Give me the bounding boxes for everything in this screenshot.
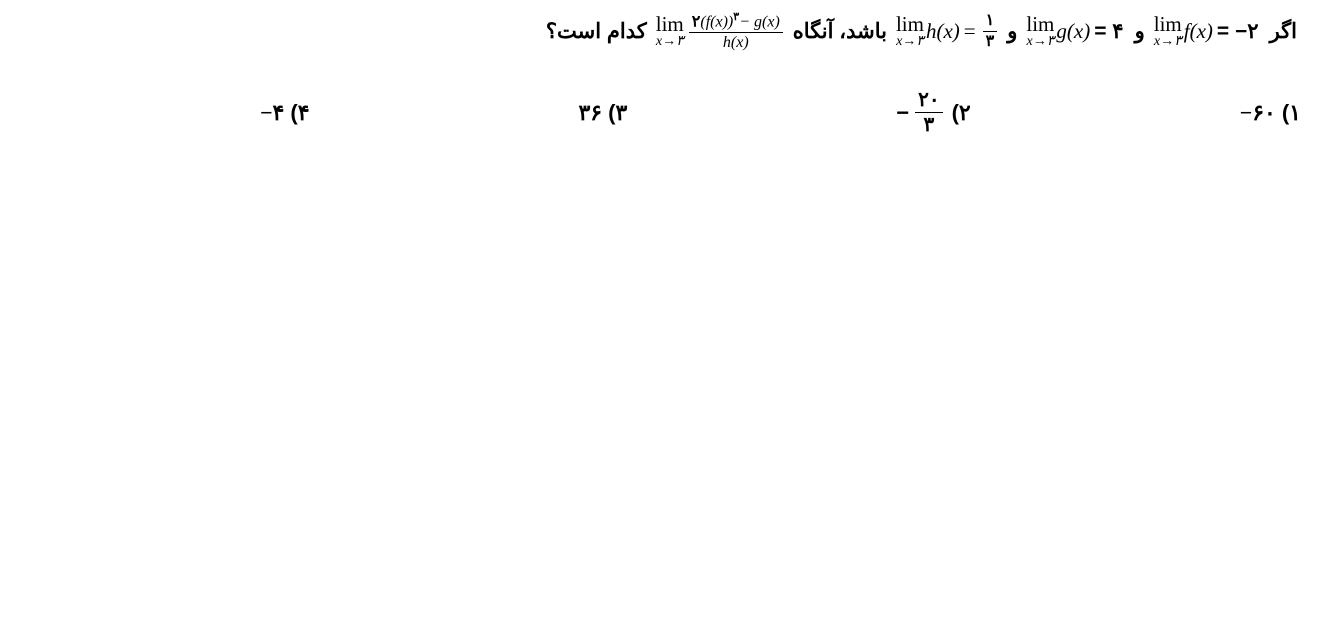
limit-h-frac-den: ۳ bbox=[983, 32, 998, 50]
lim-approach: x→۳ bbox=[1154, 35, 1182, 49]
limit-g-fn: g(x) bbox=[1056, 19, 1090, 44]
option-4: ۴) −۴ bbox=[260, 90, 310, 135]
lim-symbol-f: lim x→۳ bbox=[1154, 14, 1182, 49]
target-num-fx: (f(x)) bbox=[700, 13, 733, 30]
question-line: اگر lim x→۳ f(x) = −۲ و lim x→۳ g(x) = ۴… bbox=[260, 12, 1301, 51]
limit-f: lim x→۳ f(x) = −۲ bbox=[1152, 14, 1263, 49]
word-bashad-angah: باشد، آنگاه bbox=[793, 19, 887, 44]
lim-symbol-target: lim x→۳ bbox=[656, 14, 684, 49]
lim-approach: x→۳ bbox=[1027, 35, 1055, 49]
word-kodam-ast: کدام است؟ bbox=[546, 19, 647, 44]
option-4-value: −۴ bbox=[260, 100, 284, 126]
option-1: ۱) −۶۰ bbox=[1240, 90, 1301, 135]
lim-word: lim bbox=[1154, 14, 1182, 35]
limit-h-eq-prefix: = bbox=[964, 19, 976, 44]
limit-g: lim x→۳ g(x) = ۴ bbox=[1024, 14, 1127, 49]
target-numerator: ۲(f(x))۳− g(x) bbox=[689, 12, 783, 33]
option-4-marker: ۴) bbox=[290, 100, 309, 126]
option-1-value: −۶۰ bbox=[1240, 100, 1276, 126]
limit-g-eq: = ۴ bbox=[1094, 19, 1123, 44]
option-2-frac-num: ۲۰ bbox=[915, 90, 942, 113]
option-3-value: ۳۶ bbox=[578, 100, 602, 126]
limit-h-frac-num: ۱ bbox=[983, 13, 998, 32]
option-2-frac-den: ۳ bbox=[920, 113, 937, 135]
target-frac: ۲(f(x))۳− g(x) h(x) bbox=[689, 12, 783, 51]
lim-word: lim bbox=[1026, 14, 1054, 35]
option-2-minus: − bbox=[896, 100, 909, 126]
option-2-marker: ۲) bbox=[952, 100, 971, 126]
target-denominator: h(x) bbox=[720, 33, 752, 51]
option-2-frac: ۲۰ ۳ bbox=[915, 90, 942, 135]
limit-target: lim x→۳ ۲(f(x))۳− g(x) h(x) bbox=[654, 12, 786, 51]
limit-h-frac: ۱ ۳ bbox=[983, 13, 998, 50]
limit-f-fn: f(x) bbox=[1184, 19, 1213, 44]
lim-word: lim bbox=[896, 14, 924, 35]
lim-word: lim bbox=[656, 14, 684, 35]
option-1-marker: ۱) bbox=[1282, 100, 1301, 126]
limit-f-eq: = −۲ bbox=[1217, 19, 1259, 44]
lim-approach: x→۳ bbox=[656, 35, 684, 49]
lim-symbol-g: lim x→۳ bbox=[1026, 14, 1054, 49]
lim-approach: x→۳ bbox=[896, 35, 924, 49]
lim-symbol-h: lim x→۳ bbox=[896, 14, 924, 49]
limit-h-fn: h(x) bbox=[926, 19, 960, 44]
option-2-value: − ۲۰ ۳ bbox=[896, 90, 945, 135]
page: اگر lim x→۳ f(x) = −۲ و lim x→۳ g(x) = ۴… bbox=[0, 0, 1341, 640]
limit-h: lim x→۳ h(x) = ۱ ۳ bbox=[894, 13, 1000, 50]
word-agar: اگر bbox=[1270, 19, 1297, 44]
option-3: ۳) ۳۶ bbox=[578, 90, 627, 135]
target-num-tail: − g(x) bbox=[739, 13, 780, 30]
options-row: ۱) −۶۰ ۲) − ۲۰ ۳ ۳) ۳۶ ۴) −۴ bbox=[260, 90, 1301, 135]
word-va-2: و bbox=[1007, 19, 1017, 44]
option-3-marker: ۳) bbox=[608, 100, 627, 126]
option-2: ۲) − ۲۰ ۳ bbox=[896, 90, 971, 135]
word-va-1: و bbox=[1135, 19, 1145, 44]
